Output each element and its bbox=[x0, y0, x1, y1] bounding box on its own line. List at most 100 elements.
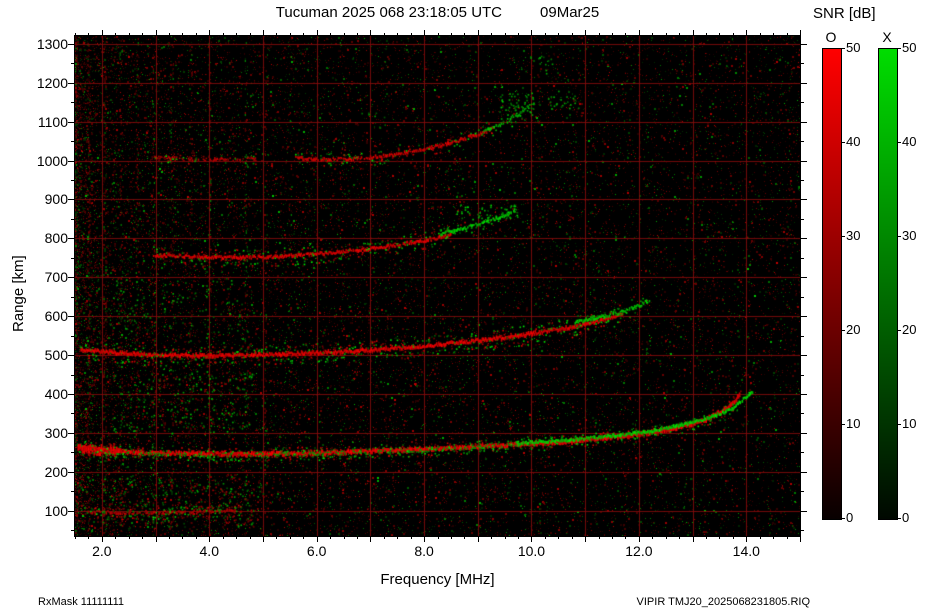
axis-tick bbox=[169, 536, 170, 539]
axis-tick bbox=[156, 536, 157, 542]
axis-tick bbox=[397, 536, 398, 539]
axis-tick bbox=[800, 219, 804, 220]
axis-tick bbox=[357, 33, 358, 36]
axis-tick bbox=[344, 33, 345, 36]
axis-tick bbox=[464, 536, 465, 539]
axis-tick bbox=[760, 33, 761, 36]
colorbar-tick-label: 30 bbox=[902, 228, 917, 243]
axis-tick bbox=[451, 536, 452, 539]
x-tick-label: 4.0 bbox=[199, 543, 219, 559]
axis-tick bbox=[800, 336, 804, 337]
axis-tick bbox=[841, 330, 845, 331]
axis-tick bbox=[800, 199, 807, 200]
axis-tick bbox=[531, 536, 532, 542]
axis-tick bbox=[800, 238, 807, 239]
axis-tick bbox=[115, 33, 116, 36]
axis-tick bbox=[68, 122, 75, 123]
axis-tick bbox=[800, 277, 807, 278]
axis-tick bbox=[196, 33, 197, 36]
axis-tick bbox=[88, 33, 89, 36]
axis-tick bbox=[612, 536, 613, 539]
x-tick-label: 14.0 bbox=[732, 543, 760, 559]
axis-tick bbox=[800, 258, 804, 259]
axis-tick bbox=[625, 536, 626, 539]
axis-tick bbox=[800, 491, 804, 492]
x-mode-label: X bbox=[882, 29, 892, 45]
axis-tick bbox=[182, 33, 183, 36]
axis-tick bbox=[545, 33, 546, 36]
axis-tick bbox=[841, 518, 845, 519]
colorbar-tick-label: 50 bbox=[846, 40, 861, 55]
axis-tick bbox=[71, 452, 75, 453]
axis-tick bbox=[518, 33, 519, 36]
axis-tick bbox=[68, 316, 75, 317]
axis-tick bbox=[330, 536, 331, 539]
axis-tick bbox=[209, 30, 210, 36]
x-tick-label: 2.0 bbox=[92, 543, 112, 559]
axis-tick bbox=[169, 33, 170, 36]
axis-tick bbox=[71, 491, 75, 492]
axis-tick bbox=[68, 238, 75, 239]
axis-tick bbox=[75, 536, 76, 539]
axis-tick bbox=[800, 536, 801, 542]
axis-tick bbox=[102, 30, 103, 36]
axis-tick bbox=[129, 33, 130, 36]
axis-tick bbox=[773, 536, 774, 539]
axis-tick bbox=[760, 536, 761, 539]
axis-tick bbox=[733, 33, 734, 36]
axis-tick bbox=[88, 536, 89, 539]
axis-tick bbox=[142, 33, 143, 36]
y-tick-label: 1100 bbox=[37, 113, 68, 130]
axis-tick bbox=[800, 530, 804, 531]
axis-tick bbox=[800, 452, 804, 453]
axis-tick bbox=[531, 30, 532, 36]
axis-tick bbox=[68, 394, 75, 395]
axis-tick bbox=[719, 536, 720, 539]
y-axis-label: Range [km] bbox=[10, 255, 27, 332]
axis-tick bbox=[800, 83, 807, 84]
axis-tick bbox=[424, 536, 425, 542]
axis-tick bbox=[746, 536, 747, 542]
axis-tick bbox=[733, 536, 734, 539]
axis-tick bbox=[438, 536, 439, 539]
axis-tick bbox=[68, 83, 75, 84]
y-tick-label: 500 bbox=[44, 347, 68, 364]
y-tick-label: 1200 bbox=[36, 74, 68, 91]
o-mode-label: O bbox=[825, 29, 837, 45]
axis-tick bbox=[317, 536, 318, 542]
axis-tick bbox=[897, 424, 901, 425]
y-tick-label: 600 bbox=[44, 308, 68, 325]
title-station-time: Tucuman 2025 068 23:18:05 UTC bbox=[275, 4, 503, 21]
axis-tick bbox=[384, 33, 385, 36]
axis-tick bbox=[558, 536, 559, 539]
axis-tick bbox=[464, 33, 465, 36]
axis-tick bbox=[518, 536, 519, 539]
axis-tick bbox=[75, 33, 76, 36]
axis-tick bbox=[491, 536, 492, 539]
plot-title: Tucuman 2025 068 23:18:05 UTC 09Mar25 bbox=[75, 4, 800, 21]
colorbar-tick-label: 10 bbox=[902, 416, 917, 431]
axis-tick bbox=[800, 161, 807, 162]
x-tick-label: 12.0 bbox=[625, 543, 653, 559]
title-date: 09Mar25 bbox=[540, 4, 600, 21]
axis-tick bbox=[71, 180, 75, 181]
axis-tick bbox=[572, 536, 573, 539]
colorbar-tick-label: 10 bbox=[846, 416, 861, 431]
axis-tick bbox=[68, 355, 75, 356]
axis-tick bbox=[693, 30, 694, 36]
axis-tick bbox=[897, 330, 901, 331]
axis-tick bbox=[411, 33, 412, 36]
axis-tick bbox=[129, 536, 130, 539]
axis-tick bbox=[196, 536, 197, 539]
axis-tick bbox=[666, 536, 667, 539]
y-tick-label: 800 bbox=[44, 230, 68, 247]
axis-tick bbox=[679, 33, 680, 36]
axis-tick bbox=[68, 433, 75, 434]
colorbar-tick-label: 40 bbox=[902, 134, 917, 149]
axis-tick bbox=[585, 30, 586, 36]
axis-tick bbox=[263, 30, 264, 36]
axis-tick bbox=[719, 33, 720, 36]
x-tick-label: 8.0 bbox=[414, 543, 434, 559]
axis-tick bbox=[800, 44, 807, 45]
